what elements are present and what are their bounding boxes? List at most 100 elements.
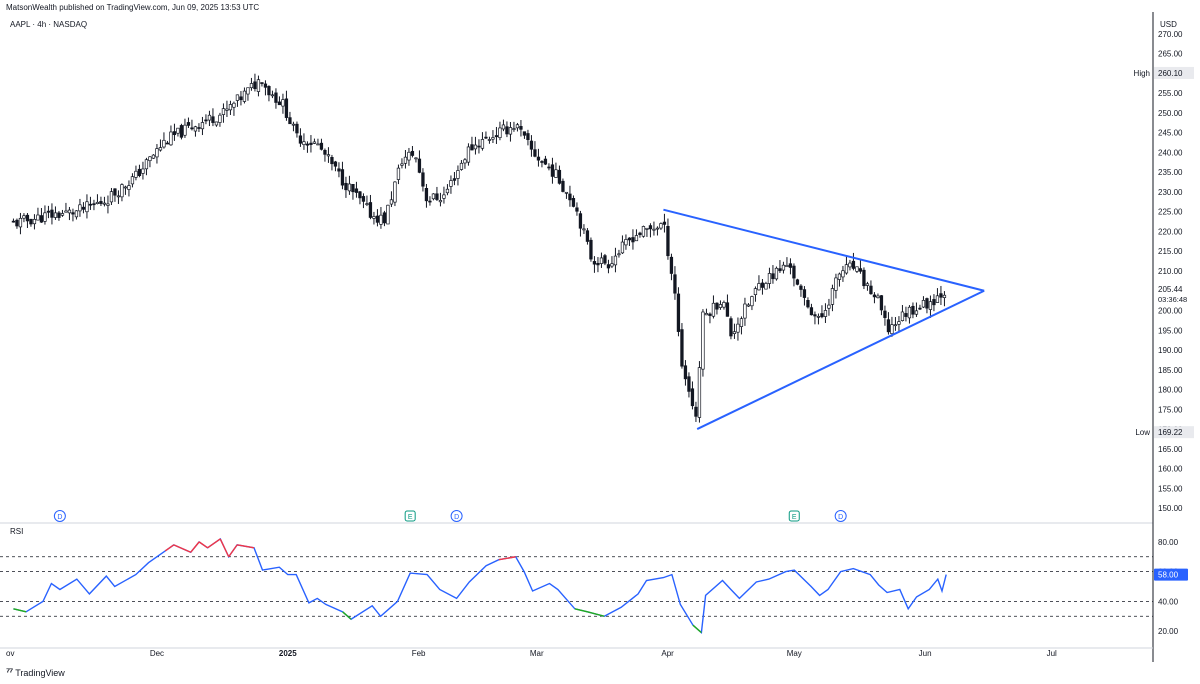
candle-up: [256, 79, 261, 92]
candle-down: [578, 213, 583, 229]
candle-down: [862, 269, 866, 287]
candle-up: [414, 157, 418, 160]
candle-up: [659, 223, 663, 229]
candle-up: [466, 146, 471, 163]
candle-down: [204, 119, 208, 122]
tradingview-brand[interactable]: ⁷⁷ TradingView: [6, 667, 65, 678]
badge-bg: [1154, 426, 1194, 439]
candle-up: [36, 214, 40, 221]
candle-down: [344, 182, 348, 191]
candle-up: [78, 204, 82, 212]
dividend-event-icon[interactable]: D: [53, 510, 66, 522]
candle-down: [522, 131, 527, 136]
candle-up: [907, 306, 912, 319]
candle-up: [193, 126, 198, 132]
candle-up: [459, 162, 464, 170]
triangle-upper-trendline[interactable]: [663, 208, 985, 292]
candle-down: [788, 263, 793, 268]
candle-up: [624, 239, 628, 246]
candle-down: [179, 125, 184, 138]
candle-up: [736, 323, 740, 333]
candle-down: [820, 313, 824, 318]
rsi-oversold-segment: [13, 608, 27, 613]
candle-down: [813, 314, 817, 317]
candle-up: [200, 122, 205, 130]
dividend-event-icon[interactable]: D: [834, 510, 847, 522]
candle-up: [302, 141, 306, 145]
rsi-oversold-segment: [574, 608, 588, 613]
candle-up: [617, 253, 621, 256]
event-label: E: [792, 514, 797, 521]
candle-down: [648, 225, 653, 230]
candle-down: [239, 96, 243, 101]
candle-up: [827, 304, 831, 309]
currency-label: USD: [1160, 20, 1177, 29]
candle-down: [25, 214, 30, 222]
price-tick-label: 235.00: [1158, 168, 1183, 177]
candle-down: [274, 92, 278, 103]
candle-up: [582, 228, 586, 231]
price-tick-label: 230.00: [1158, 188, 1183, 197]
candle-down: [288, 117, 292, 125]
time-tick-label: Feb: [412, 649, 426, 658]
candle-up: [501, 124, 506, 130]
triangle-lower-trendline[interactable]: [696, 289, 985, 430]
candle-down: [340, 169, 345, 186]
candle-down: [886, 319, 891, 333]
candle-down: [795, 279, 800, 285]
price-tick-label: 225.00: [1158, 208, 1183, 217]
candle-up: [634, 235, 639, 242]
candle-up: [764, 283, 768, 290]
candle-down: [298, 135, 303, 144]
rsi-overbought-segment: [237, 544, 255, 549]
candle-up: [841, 270, 845, 278]
candle-down: [550, 164, 555, 177]
candle-down: [869, 285, 873, 295]
price-tick-label: 265.00: [1158, 50, 1183, 59]
candle-down: [165, 142, 170, 145]
candle-down: [137, 168, 142, 177]
candle-down: [323, 149, 327, 155]
candle-down: [263, 83, 268, 88]
candle-up: [498, 127, 502, 138]
high-price-badge: 260.10: [1154, 66, 1194, 79]
candle-up: [270, 94, 275, 97]
candle-up: [18, 217, 23, 228]
candle-up: [85, 201, 89, 213]
tradingview-logo-icon: ⁷⁷: [6, 667, 13, 678]
candle-down: [435, 193, 439, 200]
candle-up: [109, 191, 114, 203]
dividend-event-icon[interactable]: D: [450, 510, 463, 522]
candle-down: [88, 203, 93, 206]
candle-down: [46, 210, 51, 213]
candle-down: [589, 239, 593, 260]
candle-down: [592, 261, 597, 265]
candle-up: [652, 228, 656, 231]
candle-up: [116, 195, 121, 198]
candle-down: [29, 218, 33, 225]
candle-up: [232, 102, 236, 108]
candle-down: [92, 203, 96, 206]
candle-down: [39, 215, 44, 223]
candle-down: [519, 126, 523, 130]
candle-up: [837, 273, 842, 280]
candle-up: [379, 214, 383, 225]
candle-up: [176, 127, 180, 134]
candle-up: [750, 296, 754, 307]
candle-up: [935, 295, 940, 303]
price-tick-label: 175.00: [1158, 405, 1183, 414]
event-badge: [834, 510, 847, 522]
candle-down: [575, 207, 579, 212]
candle-up: [855, 266, 859, 272]
candle-up: [407, 151, 411, 161]
candle-down: [330, 157, 334, 165]
candle-down: [680, 329, 684, 367]
candle-up: [64, 210, 68, 213]
earnings-event-icon[interactable]: E: [404, 510, 416, 522]
earnings-event-icon[interactable]: E: [788, 510, 800, 522]
candle-down: [494, 135, 499, 138]
candle-up: [697, 367, 702, 418]
candle-down: [676, 293, 681, 332]
candle-up: [515, 124, 520, 129]
